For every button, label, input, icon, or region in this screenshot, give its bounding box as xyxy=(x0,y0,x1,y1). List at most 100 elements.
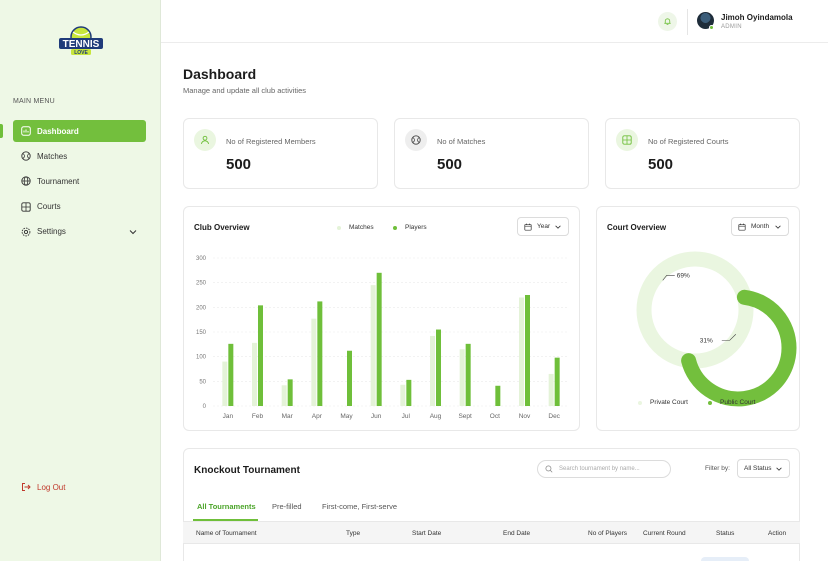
sidebar-nav: Dashboard Matches Tournament Courts Sett… xyxy=(13,120,146,246)
sidebar-item-matches[interactable]: Matches xyxy=(13,145,146,167)
page-title: Dashboard xyxy=(183,66,257,82)
sidebar-item-label: Tournament xyxy=(37,176,80,186)
bar-players-apr[interactable] xyxy=(317,301,323,406)
column-header-start-date[interactable]: Start Date xyxy=(412,530,442,537)
user-icon xyxy=(201,135,209,145)
column-header-status[interactable]: Status xyxy=(716,530,735,537)
x-tick-label: Nov xyxy=(519,413,531,420)
stat-card-members: No of Registered Members 500 xyxy=(183,118,378,189)
legend-matches: Matches xyxy=(337,224,374,231)
bar-matches-mar[interactable] xyxy=(281,385,287,406)
sidebar-item-dashboard[interactable]: Dashboard xyxy=(13,120,146,142)
legend-public-court: Public Court xyxy=(708,399,755,406)
column-header-end-date[interactable]: End Date xyxy=(503,530,531,537)
status-filter-select[interactable]: All Status xyxy=(737,459,790,478)
court-overview-chart: 69% 31% xyxy=(636,251,797,407)
gear-icon xyxy=(21,227,31,237)
ball-icon xyxy=(21,151,31,161)
slice-public-court[interactable] xyxy=(681,289,797,407)
sidebar-item-label: Courts xyxy=(37,202,61,212)
x-tick-label: Jun xyxy=(371,413,382,420)
tournament-title: Knockout Tournament xyxy=(194,465,300,476)
bar-players-jan[interactable] xyxy=(228,343,234,406)
legend-dot xyxy=(337,225,341,230)
slice-private-court[interactable] xyxy=(636,251,754,369)
search-placeholder: Search tournament by name... xyxy=(559,466,640,472)
notification-button[interactable] xyxy=(658,12,677,31)
court-overview-title: Court Overview xyxy=(607,223,667,232)
column-header-action[interactable]: Action xyxy=(768,530,787,537)
avatar[interactable] xyxy=(697,12,714,29)
logout-button[interactable]: Log Out xyxy=(21,482,65,492)
year-select[interactable]: Year xyxy=(517,217,569,236)
bar-matches-apr[interactable] xyxy=(311,318,317,406)
sidebar: TENNIS LOVE MAIN MENU Dashboard Matches … xyxy=(0,0,161,561)
calendar-icon xyxy=(738,223,746,231)
sidebar-item-settings[interactable]: Settings xyxy=(13,221,146,243)
bar-players-feb[interactable] xyxy=(258,305,263,406)
private-court-percent: 31% xyxy=(700,337,713,344)
chevron-down-icon[interactable] xyxy=(128,227,138,237)
bar-matches-jun[interactable] xyxy=(370,285,376,406)
sidebar-item-label: Matches xyxy=(37,151,68,161)
online-status-dot xyxy=(709,25,714,30)
x-tick-label: Oct xyxy=(490,413,500,420)
x-tick-label: Dec xyxy=(548,413,560,420)
club-overview-chart: 0 50 100 150 200 250 300 Jan Feb Mar Apr May Jun Jul A… xyxy=(196,256,569,420)
legend-label: Public Court xyxy=(720,399,756,406)
bar-players-mar[interactable] xyxy=(287,379,293,406)
status-filter-value: All Status xyxy=(744,465,772,472)
stat-icon xyxy=(405,129,427,151)
tab-first-come-first-serve[interactable]: First-come, First-serve xyxy=(322,502,397,511)
column-header-players[interactable]: No of Players xyxy=(588,530,628,537)
filter-label: Filter by: xyxy=(705,465,730,472)
bar-matches-jan[interactable] xyxy=(222,361,228,406)
tab-all-tournaments[interactable]: All Tournaments xyxy=(197,502,256,511)
x-tick-label: Jan xyxy=(223,413,234,420)
menu-title: MAIN MENU xyxy=(13,98,55,105)
legend-label: Matches xyxy=(349,224,374,231)
court-icon xyxy=(622,135,632,145)
active-tab-indicator xyxy=(193,519,258,521)
month-select[interactable]: Month xyxy=(731,217,789,236)
bar-players-nov[interactable] xyxy=(525,295,530,406)
bar-matches-dec[interactable] xyxy=(548,373,554,406)
bar-matches-feb[interactable] xyxy=(252,342,257,406)
y-tick-label: 50 xyxy=(199,379,206,385)
bar-matches-sept[interactable] xyxy=(459,349,465,406)
svg-text:LOVE: LOVE xyxy=(74,50,88,56)
top-bar: Jimoh Oyindamola ADMIN xyxy=(161,0,828,43)
bar-players-aug[interactable] xyxy=(436,329,441,406)
chevron-down-icon xyxy=(555,225,561,229)
legend-dot xyxy=(638,400,642,405)
stat-label: No of Registered Courts xyxy=(648,137,729,146)
calendar-icon xyxy=(524,223,532,231)
column-header-type[interactable]: Type xyxy=(346,530,361,537)
sidebar-item-courts[interactable]: Courts xyxy=(13,196,146,218)
bar-players-dec[interactable] xyxy=(554,357,560,406)
search-icon xyxy=(545,465,553,473)
year-select-label: Year xyxy=(537,223,551,230)
bar-players-oct[interactable] xyxy=(495,385,501,406)
bar-players-jul[interactable] xyxy=(406,379,412,406)
stat-card-courts: No of Registered Courts 500 xyxy=(605,118,800,189)
tab-pre-filled[interactable]: Pre-filled xyxy=(272,502,302,511)
club-overview-title: Club Overview xyxy=(194,223,250,232)
bar-matches-aug[interactable] xyxy=(430,335,435,406)
label-leader-line xyxy=(721,334,737,341)
sidebar-item-tournament[interactable]: Tournament xyxy=(13,170,146,192)
bar-players-may[interactable] xyxy=(347,350,352,406)
bar-players-sept[interactable] xyxy=(465,343,471,406)
legend-dot xyxy=(393,225,397,230)
bar-matches-nov[interactable] xyxy=(519,297,524,406)
column-header-name[interactable]: Name of Tournament xyxy=(196,530,257,537)
search-input[interactable]: Search tournament by name... xyxy=(537,460,671,478)
bar-matches-jul[interactable] xyxy=(400,384,406,406)
column-header-current-round[interactable]: Current Round xyxy=(643,530,686,537)
x-tick-label: Aug xyxy=(430,413,442,420)
bar-players-jun[interactable] xyxy=(376,272,382,406)
tennis-love-logo[interactable]: TENNIS LOVE xyxy=(58,26,104,58)
public-court-percent: 69% xyxy=(677,272,690,279)
legend-dot xyxy=(708,400,712,405)
label-leader-line xyxy=(662,274,675,281)
